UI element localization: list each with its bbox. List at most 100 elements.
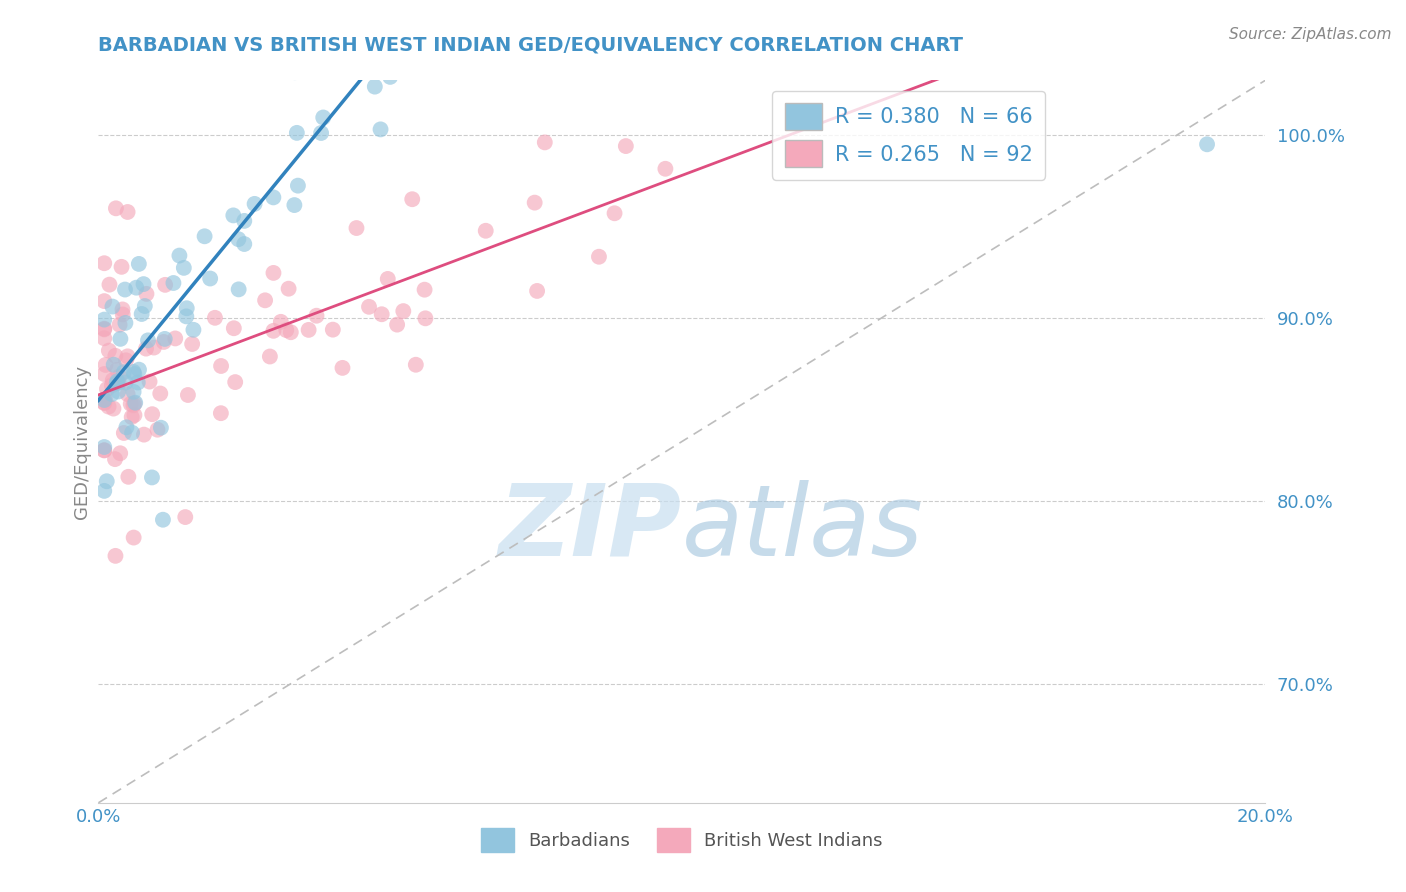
Point (228, 232, 250, 246)
Point (342, 10, 364, 24)
Point (127, 376, 149, 390)
Point (101, 387, 124, 401)
Point (415, 311, 437, 326)
Point (162, 276, 184, 290)
Point (110, 332, 132, 346)
Point (380, 70, 402, 84)
Text: atlas: atlas (682, 480, 924, 577)
Point (136, 334, 159, 348)
Point (176, 310, 198, 324)
Point (322, 323, 344, 337)
Point (135, 342, 157, 356)
Point (228, 282, 250, 296)
Point (134, 299, 156, 313)
Point (277, 282, 299, 296)
Point (122, 384, 145, 399)
Point (262, 266, 284, 280)
Point (165, 331, 187, 345)
Point (370, 307, 392, 321)
Point (93, 483, 115, 498)
Point (104, 452, 127, 467)
Point (93, 256, 115, 270)
Point (385, 318, 408, 332)
Point (93, 443, 115, 458)
Point (332, 360, 354, 375)
Point (312, 111, 335, 125)
Point (298, 323, 321, 337)
Point (114, 376, 136, 390)
Point (120, 397, 142, 411)
Point (93, 395, 115, 409)
Point (1195, 137, 1218, 152)
Point (132, 277, 155, 292)
Point (174, 510, 197, 524)
Point (93, 322, 115, 336)
Point (105, 374, 128, 388)
Point (222, 321, 245, 335)
Point (285, 126, 308, 140)
Point (124, 408, 146, 422)
Point (177, 388, 200, 402)
Point (121, 425, 143, 440)
Text: ZIP: ZIP (499, 480, 682, 577)
Point (413, 283, 436, 297)
Point (122, 531, 145, 545)
Point (104, 202, 127, 216)
Point (93, 396, 115, 410)
Point (280, 325, 302, 339)
Point (305, 309, 328, 323)
Point (654, 161, 676, 176)
Point (93, 367, 115, 381)
Point (93, 294, 115, 309)
Point (96, 382, 118, 396)
Point (131, 307, 153, 321)
Point (254, 293, 277, 308)
Point (94, 392, 117, 407)
Y-axis label: GED/Equivalency: GED/Equivalency (73, 365, 91, 518)
Point (138, 375, 160, 389)
Legend: Barbadians, British West Indians: Barbadians, British West Indians (474, 822, 890, 859)
Point (114, 316, 136, 330)
Point (117, 470, 139, 484)
Point (107, 384, 129, 399)
Point (93, 312, 115, 326)
Point (233, 237, 256, 252)
Point (173, 260, 195, 275)
Point (101, 373, 124, 387)
Point (533, 136, 555, 150)
Point (115, 353, 138, 368)
Point (117, 205, 139, 219)
Point (93, 321, 115, 335)
Point (392, 304, 415, 318)
Point (142, 341, 165, 355)
Point (114, 283, 136, 297)
Point (169, 249, 191, 263)
Text: Source: ZipAtlas.com: Source: ZipAtlas.com (1229, 27, 1392, 42)
Point (152, 513, 174, 527)
Point (128, 362, 150, 376)
Point (112, 425, 135, 440)
Point (222, 208, 245, 222)
Point (405, 358, 427, 372)
Point (108, 369, 131, 384)
Point (135, 286, 157, 301)
Point (108, 446, 131, 460)
Point (93, 392, 115, 407)
Point (204, 310, 226, 325)
Point (276, 323, 298, 337)
Point (105, 376, 128, 391)
Point (101, 300, 124, 314)
Point (132, 427, 155, 442)
Point (153, 277, 176, 292)
Point (346, 221, 368, 235)
Point (526, 284, 548, 298)
Point (94, 358, 117, 372)
Point (97, 343, 120, 358)
Point (309, 126, 332, 140)
Point (103, 401, 125, 416)
Point (364, 79, 387, 94)
Point (124, 367, 146, 381)
Point (111, 308, 134, 322)
Point (124, 396, 146, 410)
Point (125, 280, 148, 294)
